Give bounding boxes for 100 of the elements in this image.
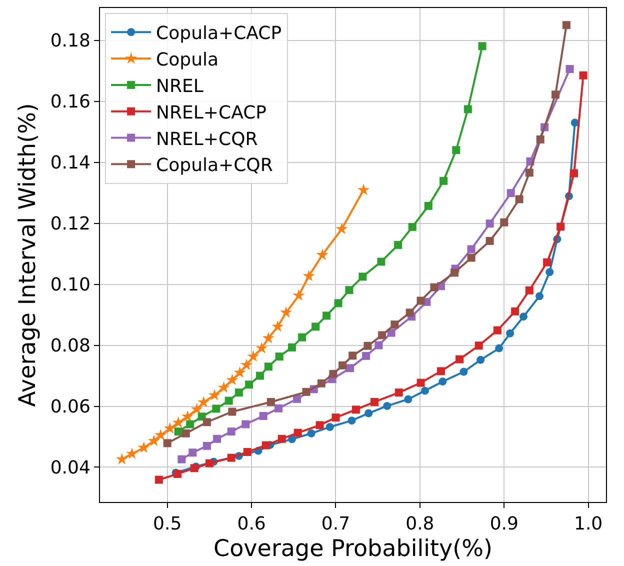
point (138, 441, 150, 453)
point (493, 326, 502, 334)
y-tick-label: 0.16 (50, 92, 90, 113)
y-tick-label: 0.14 (50, 152, 90, 174)
point (390, 320, 399, 329)
point (224, 396, 233, 405)
point (438, 378, 447, 386)
x-tick-label: 0.6 (237, 514, 266, 535)
point (228, 408, 236, 416)
point (467, 254, 476, 262)
point (227, 454, 236, 462)
point (188, 448, 197, 457)
point (511, 307, 520, 316)
point (317, 379, 326, 388)
x-axis-title: Coverage Probability(%) (214, 536, 492, 562)
point (478, 42, 486, 50)
point (154, 476, 163, 484)
point (420, 386, 429, 395)
point (307, 429, 316, 438)
y-tick-label: 0.04 (50, 458, 90, 479)
point (264, 362, 272, 371)
point (262, 332, 274, 344)
point (460, 368, 468, 376)
point (243, 448, 252, 456)
point (416, 378, 425, 387)
point (546, 268, 554, 276)
x-tick-label: 0.8 (406, 514, 434, 535)
point (348, 352, 357, 360)
point (450, 268, 458, 277)
point (190, 403, 203, 414)
point (416, 296, 425, 305)
point (182, 410, 194, 422)
point (543, 258, 552, 266)
point (440, 176, 448, 185)
point (464, 105, 472, 114)
point (535, 292, 544, 300)
point (358, 184, 370, 196)
point (326, 422, 334, 431)
y-axis-title: Average Interval Width(%) (14, 103, 41, 407)
y-tick-label: 0.08 (50, 336, 90, 357)
point (424, 202, 432, 210)
point (116, 453, 128, 464)
point (275, 352, 284, 361)
point (536, 135, 544, 144)
point (348, 416, 356, 425)
point (288, 343, 296, 352)
y-tick-label: 0.10 (50, 274, 90, 296)
point (467, 245, 476, 254)
point (298, 333, 306, 342)
point (551, 90, 560, 99)
point (256, 372, 264, 380)
point (332, 414, 340, 422)
point (406, 308, 414, 317)
point (259, 412, 268, 420)
y-tick-label: 0.12 (50, 214, 90, 235)
point (278, 434, 286, 443)
point (374, 341, 383, 350)
point (506, 329, 514, 338)
point (566, 64, 574, 73)
x-tick-label: 0.7 (321, 514, 350, 535)
point (218, 381, 230, 393)
point (346, 364, 354, 372)
point (182, 429, 190, 438)
point (292, 289, 305, 301)
point (198, 396, 210, 408)
point (495, 344, 504, 352)
point (486, 236, 494, 245)
x-tick-label: 1.0 (574, 514, 603, 535)
point (394, 240, 402, 249)
point (202, 442, 211, 450)
y-tick-label: 0.06 (50, 396, 90, 418)
point (352, 406, 360, 414)
legend-label: Copula (156, 50, 219, 71)
point (240, 358, 252, 370)
legend-label: Copula+CACP (156, 23, 282, 44)
point (213, 434, 222, 443)
point (272, 320, 284, 332)
point (525, 286, 534, 294)
point (247, 350, 260, 362)
point (476, 356, 485, 364)
point (452, 146, 460, 154)
point (316, 248, 328, 260)
point (570, 118, 579, 127)
point (336, 222, 348, 234)
point (234, 388, 243, 397)
point (234, 366, 246, 378)
point (208, 388, 220, 400)
legend-label: Copula+CQR (156, 155, 273, 176)
point (370, 398, 378, 406)
x-tick-label: 0.5 (153, 514, 182, 535)
point (383, 402, 392, 410)
point (226, 374, 238, 386)
legend-label: NREL (156, 76, 204, 97)
point (302, 388, 310, 396)
point (294, 428, 302, 437)
point (338, 361, 346, 370)
point (562, 21, 570, 30)
point (186, 420, 194, 428)
point (262, 441, 270, 450)
point (474, 342, 483, 350)
